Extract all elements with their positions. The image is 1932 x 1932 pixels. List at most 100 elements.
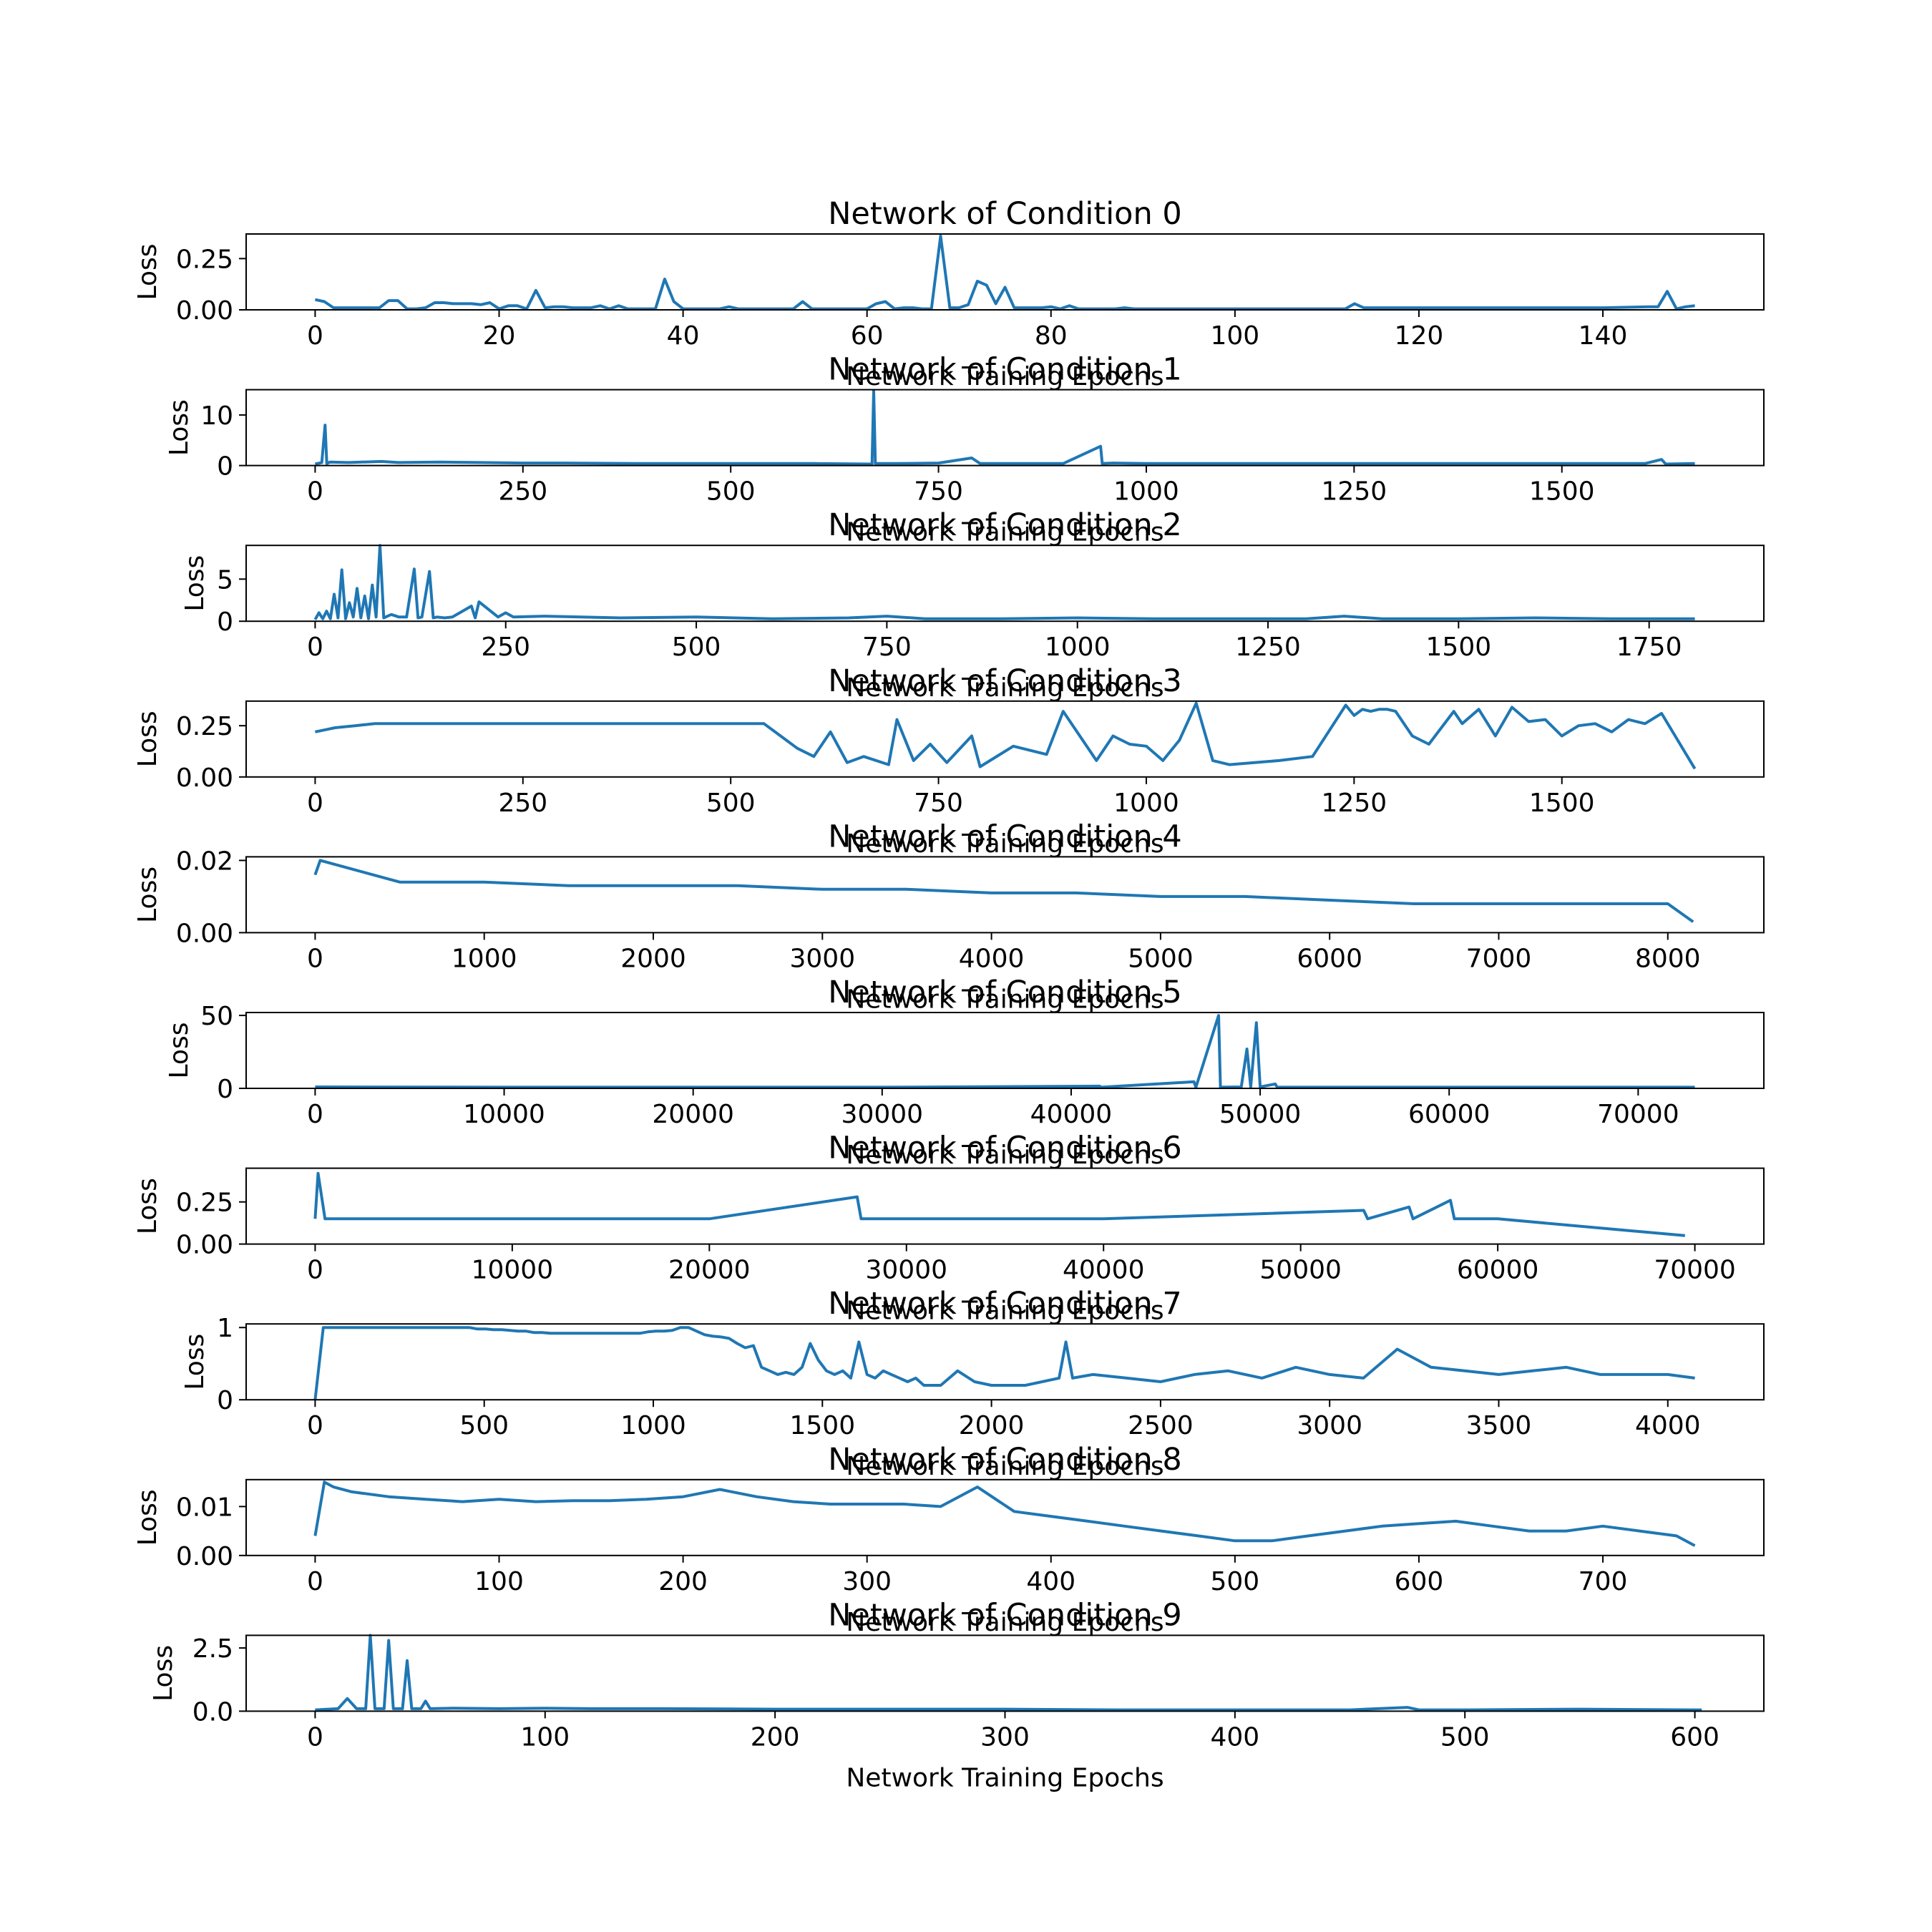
x-tick-label: 1000 [620, 1411, 686, 1440]
y-axis-label: Loss [133, 1489, 162, 1546]
y-tick-label: 0 [217, 608, 233, 637]
x-axis-label: Network Training Epochs [846, 985, 1163, 1014]
x-tick-label: 1000 [452, 944, 517, 973]
axes-frame [245, 233, 1765, 311]
x-tick-label: 500 [1440, 1722, 1490, 1752]
x-tick-label: 50000 [1259, 1256, 1342, 1285]
x-tick-label: 1000 [1045, 633, 1111, 662]
x-axis-label: Network Training Epochs [846, 1452, 1163, 1481]
y-tick-label: 50 [200, 1002, 233, 1031]
axes-frame [245, 1012, 1765, 1089]
x-tick-label: 7000 [1466, 944, 1532, 973]
y-axis-label: Loss [165, 399, 194, 456]
subplot-title: Network of Condition 3 [828, 663, 1182, 699]
x-tick-label: 400 [1211, 1722, 1260, 1752]
x-tick-label: 4000 [959, 944, 1025, 973]
x-tick-label: 250 [498, 789, 547, 818]
x-tick-label: 0 [307, 1567, 323, 1596]
series-line-3-0 [314, 701, 1697, 770]
x-axis-label: Network Training Epochs [846, 1763, 1163, 1792]
x-tick-label: 0 [307, 1722, 323, 1752]
subplot-title: Network of Condition 0 [828, 196, 1182, 232]
axes-frame [245, 700, 1765, 778]
y-tick-label: 0.00 [176, 919, 233, 948]
x-tick-label: 750 [914, 477, 963, 507]
subplot-title: Network of Condition 2 [828, 507, 1182, 543]
y-tick-label: 0.25 [176, 245, 233, 274]
y-tick-label: 2.5 [192, 1634, 233, 1664]
x-tick-label: 0 [307, 1256, 323, 1285]
x-tick-label: 70000 [1597, 1100, 1679, 1129]
x-tick-label: 2500 [1128, 1411, 1194, 1440]
x-tick-label: 6000 [1297, 944, 1362, 973]
axes-frame [245, 1478, 1765, 1556]
x-tick-label: 20000 [652, 1100, 734, 1129]
y-tick-label: 1 [217, 1314, 233, 1343]
x-tick-label: 1250 [1322, 477, 1387, 507]
x-tick-label: 80 [1035, 321, 1068, 351]
axes-frame [245, 856, 1765, 934]
x-tick-label: 30000 [841, 1100, 924, 1129]
subplot-title: Network of Condition 6 [828, 1131, 1182, 1166]
axes-frame [245, 1634, 1765, 1712]
x-tick-label: 3500 [1466, 1411, 1532, 1440]
y-tick-label: 0 [217, 1386, 233, 1415]
x-tick-label: 200 [658, 1567, 708, 1596]
x-tick-label: 8000 [1635, 944, 1701, 973]
y-tick-label: 0 [217, 452, 233, 482]
x-axis-label: Network Training Epochs [846, 1141, 1163, 1170]
y-axis-label: Loss [133, 1178, 162, 1234]
series-line-2-0 [313, 544, 1695, 620]
x-tick-label: 1000 [1113, 477, 1179, 507]
x-tick-label: 600 [1670, 1722, 1719, 1752]
x-tick-label: 60000 [1408, 1100, 1491, 1129]
subplot-title: Network of Condition 1 [828, 352, 1182, 388]
subplot-title: Network of Condition 8 [828, 1442, 1182, 1478]
x-tick-label: 1000 [1113, 789, 1179, 818]
series-line-4-0 [313, 859, 1694, 923]
x-tick-label: 500 [459, 1411, 509, 1440]
x-tick-label: 140 [1579, 321, 1628, 351]
y-tick-label: 0.25 [176, 1189, 233, 1218]
x-tick-label: 600 [1395, 1567, 1444, 1596]
x-tick-label: 0 [307, 789, 323, 818]
x-tick-label: 40 [667, 321, 700, 351]
y-tick-label: 0.02 [176, 847, 233, 876]
x-tick-label: 500 [1211, 1567, 1260, 1596]
y-tick-label: 0.0 [192, 1697, 233, 1727]
x-tick-label: 500 [706, 789, 756, 818]
x-tick-label: 250 [481, 633, 530, 662]
x-tick-label: 1500 [1426, 633, 1492, 662]
y-tick-label: 0.00 [176, 296, 233, 326]
series-line-1-0 [314, 389, 1695, 466]
y-tick-label: 0.00 [176, 1542, 233, 1571]
x-tick-label: 0 [307, 1100, 323, 1129]
x-tick-label: 120 [1395, 321, 1444, 351]
x-tick-label: 750 [862, 633, 912, 662]
y-tick-label: 0.00 [176, 1231, 233, 1260]
subplot-title: Network of Condition 4 [828, 819, 1182, 854]
subplot-title: Network of Condition 7 [828, 1286, 1182, 1322]
subplot-5: 0 10000 20000 30000 40000 50000 60000 70000 0 50L… [165, 975, 1765, 1170]
x-tick-label: 300 [980, 1722, 1030, 1752]
x-tick-label: 1250 [1322, 789, 1387, 818]
x-tick-label: 500 [672, 633, 721, 662]
y-axis-label: Loss [165, 1023, 194, 1079]
x-axis-label: Network Training Epochs [846, 1608, 1163, 1637]
x-tick-label: 1500 [1529, 789, 1595, 818]
x-tick-label: 0 [307, 1411, 323, 1440]
x-tick-label: 0 [307, 321, 323, 351]
x-tick-label: 20000 [668, 1256, 751, 1285]
x-tick-label: 1750 [1616, 633, 1682, 662]
axes-frame [245, 545, 1765, 623]
subplot-4: 0 1000 2000 3000 4000 5000 6000 7000 8000 0.00 0.0… [133, 819, 1765, 1014]
x-tick-label: 40000 [1030, 1100, 1113, 1129]
y-tick-label: 0.01 [176, 1493, 233, 1522]
x-tick-label: 70000 [1654, 1256, 1736, 1285]
x-tick-label: 750 [914, 789, 963, 818]
subplot-title: Network of Condition 5 [828, 975, 1182, 1010]
